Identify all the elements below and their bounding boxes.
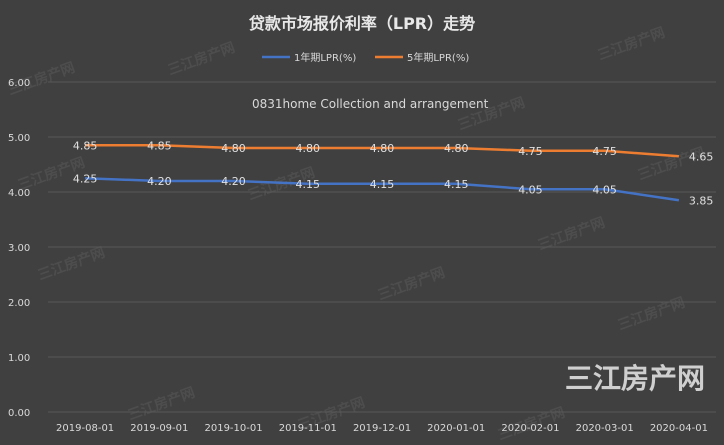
data-label: 4.15 xyxy=(296,178,321,191)
legend-label: 1年期LPR(%) xyxy=(294,51,356,64)
x-tick-label: 2019-11-01 xyxy=(279,423,337,434)
data-label: 4.20 xyxy=(147,175,172,188)
chart-title: 贷款市场报价利率（LPR）走势 xyxy=(249,14,475,33)
chart-annotation: 0831home Collection and arrangement xyxy=(252,97,489,111)
data-label: 3.85 xyxy=(689,194,714,207)
x-tick-label: 2020-04-01 xyxy=(650,423,708,434)
grid-lines xyxy=(48,81,716,413)
x-tick-label: 2019-08-01 xyxy=(56,423,114,434)
data-label: 4.15 xyxy=(444,178,469,191)
watermark-text: 三江房产网 xyxy=(616,294,688,334)
data-label: 4.05 xyxy=(592,183,617,196)
data-label: 4.05 xyxy=(518,183,543,196)
data-label: 4.25 xyxy=(73,172,98,185)
y-tick-label: 2.00 xyxy=(8,298,30,309)
watermark-text: 三江房产网 xyxy=(166,39,238,79)
y-tick-label: 1.00 xyxy=(8,353,30,364)
watermark-text: 三江房产网 xyxy=(36,244,108,284)
legend-label: 5年期LPR(%) xyxy=(407,51,469,64)
x-tick-label: 2020-02-01 xyxy=(501,423,559,434)
data-label: 4.75 xyxy=(592,145,617,158)
data-label: 4.80 xyxy=(221,142,246,155)
data-label: 4.85 xyxy=(73,139,98,152)
y-tick-label: 4.00 xyxy=(8,188,30,199)
watermark-text: 三江房产网 xyxy=(376,264,448,304)
watermark-text: 三江房产网 xyxy=(596,24,668,64)
series-line xyxy=(85,177,680,202)
series-line xyxy=(85,144,679,158)
watermark-text: 三江房产网 xyxy=(536,214,608,254)
data-label: 4.80 xyxy=(444,142,469,155)
data-label: 4.85 xyxy=(147,139,172,152)
y-tick-label: 0.00 xyxy=(8,408,30,419)
watermark-logo: 三江房产网 xyxy=(565,362,705,395)
x-tick-label: 2019-12-01 xyxy=(353,423,411,434)
y-tick-label: 5.00 xyxy=(8,133,30,144)
series-layer: 4.25 4.20 4.20 4.15 4.15 4.15 4.05 4.05 3.85 4.85… xyxy=(73,139,714,207)
x-axis-ticks: 2019-08-01 2019-09-01 2019-10-01 2019-11-01… xyxy=(56,423,708,434)
y-axis-ticks: 0.00 1.00 2.00 3.00 4.00 5.00 6.00 xyxy=(8,78,30,419)
x-tick-label: 2020-03-01 xyxy=(576,423,634,434)
x-tick-label: 2020-01-01 xyxy=(427,423,485,434)
x-tick-label: 2019-10-01 xyxy=(204,423,262,434)
y-tick-label: 6.00 xyxy=(8,78,30,89)
data-label: 4.75 xyxy=(518,145,543,158)
watermark-text: 三江房产网 xyxy=(126,384,198,424)
x-tick-label: 2019-09-01 xyxy=(130,423,188,434)
legend: 1年期LPR(%) 5年期LPR(%) xyxy=(262,51,469,64)
data-label: 4.80 xyxy=(296,142,321,155)
data-label: 4.15 xyxy=(370,178,395,191)
data-label: 4.80 xyxy=(370,142,395,155)
y-tick-label: 3.00 xyxy=(8,243,30,254)
data-label: 4.20 xyxy=(221,175,246,188)
data-label: 4.65 xyxy=(689,150,714,163)
